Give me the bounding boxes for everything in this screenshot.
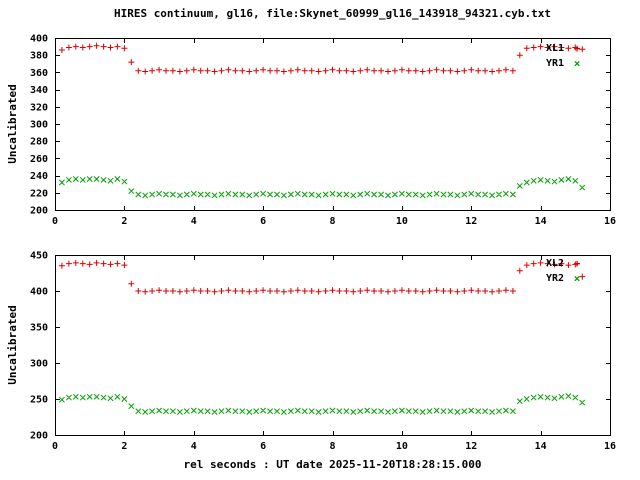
svg-text:340: 340 [30,85,48,96]
svg-text:16: 16 [604,441,616,452]
svg-text:6: 6 [260,216,266,227]
plus-marker-icon: + [573,257,581,270]
x-axis-label: rel seconds : UT date 2025-11-20T18:28:1… [183,458,482,471]
svg-text:12: 12 [465,441,477,452]
svg-text:200: 200 [30,431,48,442]
legend-label-xl2: XL2 [545,258,564,269]
svg-text:360: 360 [30,68,48,79]
svg-text:260: 260 [30,154,48,165]
svg-text:350: 350 [30,323,48,334]
legend-label-xl1: XL1 [545,43,564,54]
svg-text:380: 380 [30,51,48,62]
svg-text:14: 14 [535,441,547,452]
legend-bottom: XL2 + YR2 × [508,256,590,286]
svg-text:240: 240 [30,171,48,182]
svg-text:450: 450 [30,251,48,262]
svg-text:320: 320 [30,102,48,113]
svg-text:0: 0 [52,216,58,227]
legend-label-yr1: YR1 [545,58,564,69]
svg-text:10: 10 [396,441,408,452]
svg-text:300: 300 [30,359,48,370]
svg-text:2: 2 [121,216,127,227]
legend-item-xl1: XL1 + [508,41,590,56]
svg-text:4: 4 [191,441,197,452]
svg-text:280: 280 [30,137,48,148]
plus-marker-icon: + [573,42,581,55]
svg-text:10: 10 [396,216,408,227]
y-axis-label-top: Uncalibrated [6,84,19,164]
legend-top: XL1 + YR1 × [508,41,590,71]
svg-text:4: 4 [191,216,197,227]
svg-text:250: 250 [30,395,48,406]
svg-text:400: 400 [30,34,48,45]
svg-text:400: 400 [30,287,48,298]
svg-text:0: 0 [52,441,58,452]
y-axis-label-bottom: Uncalibrated [6,305,19,385]
svg-text:8: 8 [329,216,335,227]
svg-text:16: 16 [604,216,616,227]
svg-text:300: 300 [30,120,48,131]
cross-marker-icon: × [573,272,581,285]
legend-item-yr1: YR1 × [508,56,590,71]
svg-text:12: 12 [465,216,477,227]
legend-item-xl2: XL2 + [508,256,590,271]
cross-marker-icon: × [573,57,581,70]
svg-text:8: 8 [329,441,335,452]
svg-text:14: 14 [535,216,547,227]
legend-label-yr2: YR2 [545,273,564,284]
svg-text:2: 2 [121,441,127,452]
svg-text:220: 220 [30,188,48,199]
chart-title: HIRES continuum, gl16, file:Skynet_60999… [113,7,552,20]
svg-text:200: 200 [30,206,48,217]
legend-item-yr2: YR2 × [508,271,590,286]
svg-text:6: 6 [260,441,266,452]
